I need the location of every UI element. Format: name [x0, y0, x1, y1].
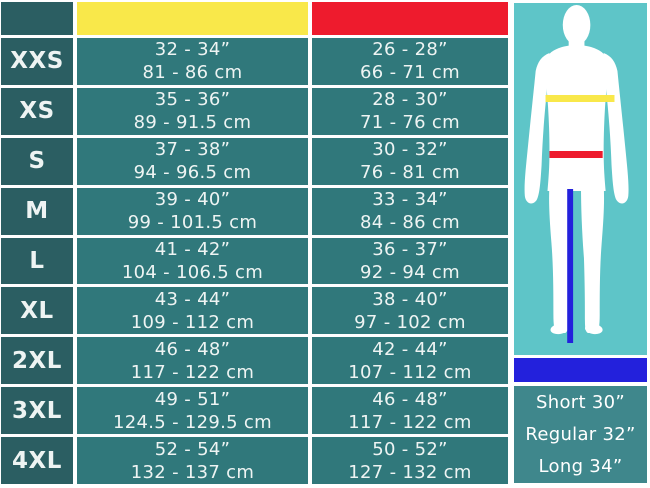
waist-cell: 50 - 52” 127 - 132 cm — [312, 437, 508, 484]
waist-column-swatch — [312, 2, 508, 35]
chest-inches: 43 - 44” — [154, 288, 231, 310]
waist-cell: 36 - 37” 92 - 94 cm — [312, 237, 508, 285]
chest-cell: 32 - 34” 81 - 86 cm — [77, 38, 308, 85]
chest-inches: 35 - 36” — [154, 89, 231, 111]
chest-cm: 99 - 101.5 cm — [127, 212, 258, 234]
waist-cell: 46 - 48” 117 - 122 cm — [312, 387, 508, 435]
waist-cell: 26 - 28” 66 - 71 cm — [312, 38, 508, 85]
waist-cm: 92 - 94 cm — [360, 261, 460, 283]
size-label: S — [1, 137, 73, 185]
inseam-measure-line — [567, 189, 574, 343]
chest-cell: 35 - 36” 89 - 91.5 cm — [77, 87, 308, 135]
chest-cm: 104 - 106.5 cm — [121, 261, 264, 283]
chest-cell: 52 - 54” 132 - 137 cm — [77, 437, 308, 484]
size-label: 2XL — [1, 337, 73, 385]
chest-cell: 46 - 48” 117 - 122 cm — [77, 337, 308, 385]
chest-inches: 46 - 48” — [154, 338, 231, 360]
waist-cm: 117 - 122 cm — [348, 411, 472, 433]
chest-inches: 37 - 38” — [154, 139, 231, 161]
size-label: M — [1, 187, 73, 235]
chest-measure-line — [545, 95, 615, 102]
chest-column-swatch — [77, 2, 308, 35]
inseam-length-box: Short 30” Regular 32” Long 34” — [514, 386, 647, 483]
chest-cell: 37 - 38” 94 - 96.5 cm — [77, 137, 308, 185]
chest-inches: 52 - 54” — [154, 438, 231, 460]
chest-cm: 89 - 91.5 cm — [133, 112, 252, 134]
waist-inches: 38 - 40” — [372, 288, 448, 310]
chest-inches: 39 - 40” — [154, 189, 231, 211]
chest-cm: 81 - 86 cm — [142, 62, 243, 84]
size-label: XS — [1, 87, 73, 135]
inseam-length-short: Short 30” — [536, 391, 625, 413]
waist-measure-line — [549, 151, 603, 158]
waist-inches: 30 - 32” — [372, 139, 448, 161]
waist-cell: 33 - 34” 84 - 86 cm — [312, 187, 508, 235]
size-label: 3XL — [1, 387, 73, 435]
chest-cell: 41 - 42” 104 - 106.5 cm — [77, 237, 308, 285]
chest-cm: 132 - 137 cm — [130, 461, 255, 483]
waist-cell: 28 - 30” 71 - 76 cm — [312, 87, 508, 135]
chest-inches: 41 - 42” — [154, 238, 231, 260]
waist-inches: 33 - 34” — [372, 189, 448, 211]
waist-cm: 97 - 102 cm — [354, 311, 466, 333]
waist-inches: 42 - 44” — [372, 338, 448, 360]
waist-cell: 30 - 32” 76 - 81 cm — [312, 137, 508, 185]
inseam-length-bar — [514, 358, 647, 382]
waist-cell: 38 - 40” 97 - 102 cm — [312, 287, 508, 335]
size-label: XL — [1, 287, 73, 335]
inseam-length-regular: Regular 32” — [525, 423, 636, 445]
waist-cm: 71 - 76 cm — [360, 112, 460, 134]
waist-inches: 46 - 48” — [372, 388, 448, 410]
waist-cm: 127 - 132 cm — [348, 461, 472, 483]
waist-cm: 66 - 71 cm — [360, 62, 460, 84]
chest-cell: 39 - 40” 99 - 101.5 cm — [77, 187, 308, 235]
waist-inches: 50 - 52” — [372, 438, 448, 460]
size-label: 4XL — [1, 437, 73, 484]
male-body-silhouette-icon — [524, 5, 629, 343]
waist-inches: 36 - 37” — [372, 238, 448, 260]
inseam-length-long: Long 34” — [538, 455, 623, 477]
chest-cell: 43 - 44” 109 - 112 cm — [77, 287, 308, 335]
chest-inches: 49 - 51” — [154, 388, 231, 410]
chest-cm: 124.5 - 129.5 cm — [113, 411, 272, 433]
header-blank-cell — [1, 2, 73, 35]
waist-cm: 84 - 86 cm — [360, 212, 460, 234]
size-label: XXS — [1, 38, 73, 85]
size-label: L — [1, 237, 73, 285]
waist-cm: 107 - 112 cm — [348, 361, 472, 383]
chest-cm: 94 - 96.5 cm — [133, 162, 252, 184]
waist-cm: 76 - 81 cm — [360, 162, 460, 184]
chest-inches: 32 - 34” — [154, 39, 231, 61]
measurement-figure-panel — [514, 3, 647, 355]
size-chart-table: XXS 32 - 34” 81 - 86 cm 26 - 28” 66 - 71… — [1, 2, 508, 484]
chest-cell: 49 - 51” 124.5 - 129.5 cm — [77, 387, 308, 435]
chest-cm: 117 - 122 cm — [130, 361, 255, 383]
waist-inches: 28 - 30” — [372, 89, 448, 111]
waist-cell: 42 - 44” 107 - 112 cm — [312, 337, 508, 385]
waist-inches: 26 - 28” — [372, 39, 448, 61]
chest-cm: 109 - 112 cm — [130, 311, 255, 333]
